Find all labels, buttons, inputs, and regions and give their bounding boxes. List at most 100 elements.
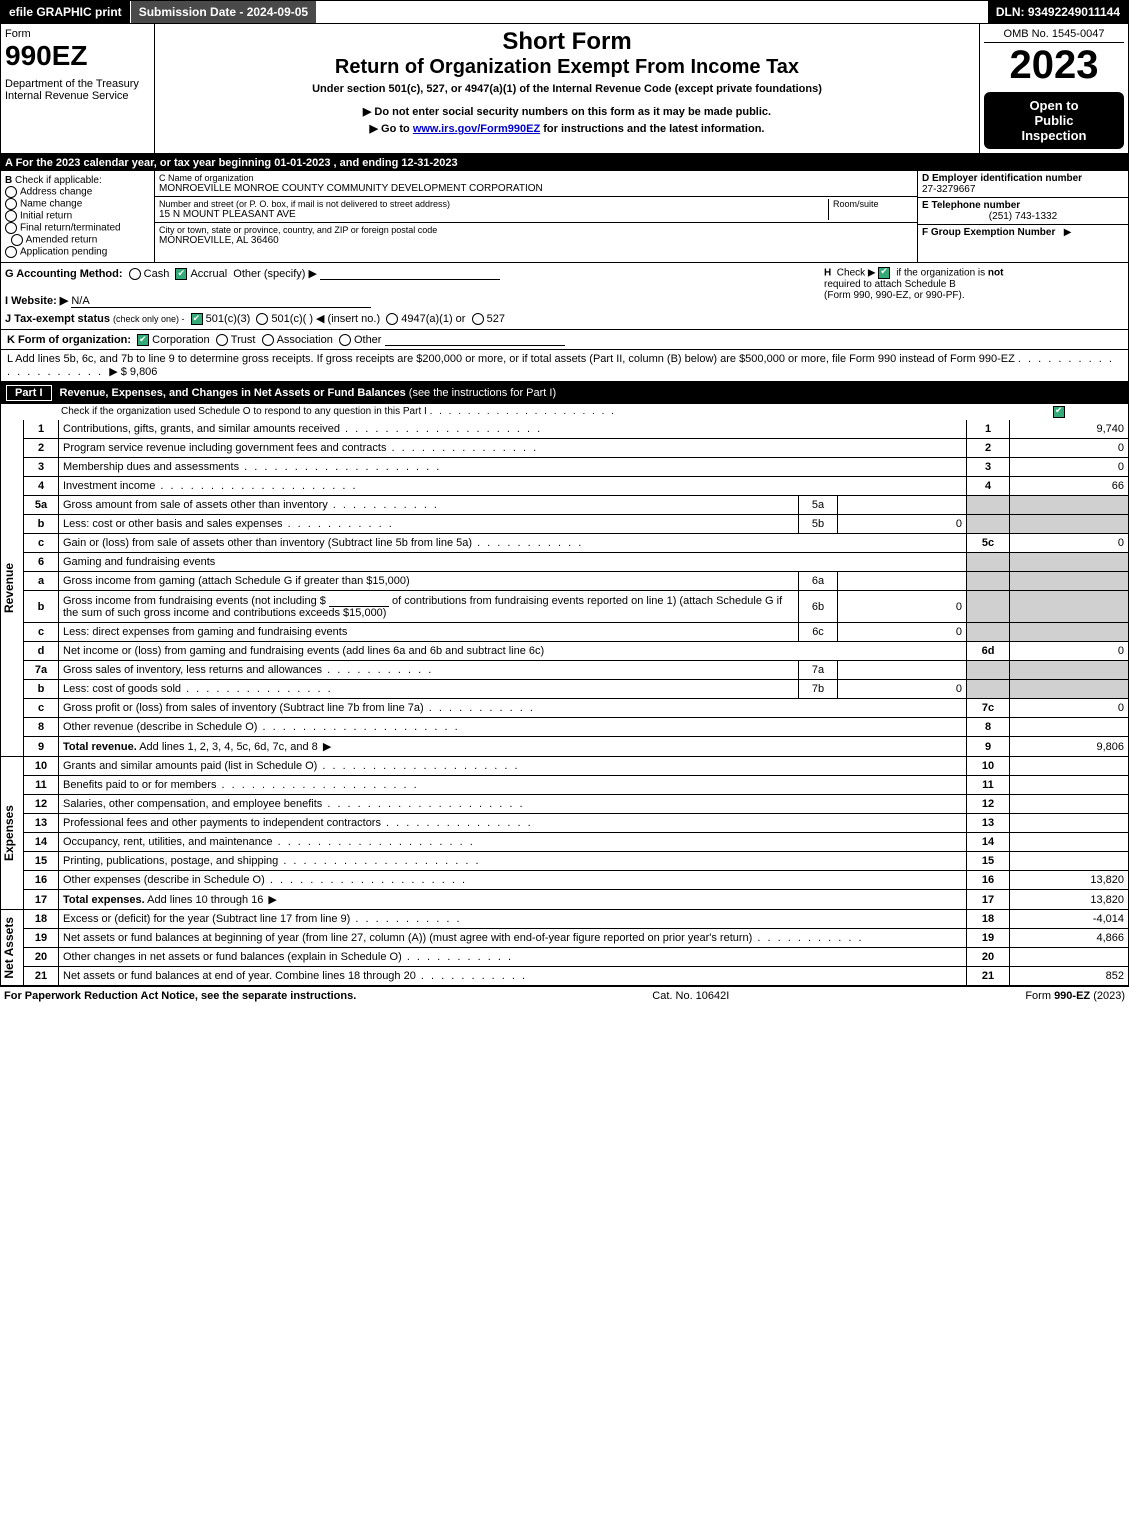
check-name-change[interactable] [5, 198, 17, 210]
rlbl-5b-shade [967, 515, 1010, 534]
opt-initial-return: Initial return [20, 211, 72, 222]
row-6b: b Gross income from fundraising events (… [24, 591, 1129, 623]
rval-17: 13,820 [1010, 890, 1129, 910]
row-2: 2 Program service revenue including gove… [24, 439, 1129, 458]
group-exemption-arrow: ▶ [1064, 227, 1072, 238]
check-other-org[interactable] [339, 334, 351, 346]
expenses-table: 10 Grants and similar amounts paid (list… [24, 757, 1129, 910]
l-text: L Add lines 5b, 6c, and 7b to line 9 to … [7, 353, 1015, 365]
rlbl-6-shade [967, 553, 1010, 572]
g-label: G Accounting Method: [5, 268, 123, 280]
desc-7b: Less: cost of goods sold [63, 683, 333, 695]
part1-header: Part I Revenue, Expenses, and Changes in… [0, 382, 1129, 404]
revenue-table: 1 Contributions, gifts, grants, and simi… [24, 420, 1129, 757]
lno-6c: c [24, 623, 59, 642]
rlbl-11: 11 [967, 776, 1010, 795]
efile-print-button[interactable]: efile GRAPHIC print [1, 1, 131, 23]
open-line1: Open to [990, 98, 1118, 113]
rval-5a-shade [1010, 496, 1129, 515]
opt-other: Other (specify) ▶ [233, 268, 317, 280]
lno-14: 14 [24, 833, 59, 852]
row-3: 3 Membership dues and assessments 3 0 [24, 458, 1129, 477]
row-6c: c Less: direct expenses from gaming and … [24, 623, 1129, 642]
opt-trust: Trust [231, 334, 256, 346]
rval-7c: 0 [1010, 699, 1129, 718]
row-18: 18 Excess or (deficit) for the year (Sub… [24, 910, 1129, 929]
org-name-cell: C Name of organization MONROEVILLE MONRO… [155, 171, 917, 197]
rval-12 [1010, 795, 1129, 814]
check-4947[interactable] [386, 313, 398, 325]
check-address-change[interactable] [5, 186, 17, 198]
check-h[interactable] [878, 267, 890, 279]
group-exemption-cell: F Group Exemption Number ▶ [918, 225, 1128, 240]
h-text2: if the organization is [896, 268, 988, 279]
check-trust[interactable] [216, 334, 228, 346]
rlbl-7b-shade [967, 680, 1010, 699]
h-label: H [824, 268, 831, 279]
midval-7a [838, 661, 967, 680]
other-specify-line[interactable] [320, 267, 500, 280]
row-11: 11 Benefits paid to or for members 11 [24, 776, 1129, 795]
check-final-return[interactable] [5, 222, 17, 234]
check-application-pending[interactable] [5, 246, 17, 258]
lno-3: 3 [24, 458, 59, 477]
row-4: 4 Investment income 4 66 [24, 477, 1129, 496]
rval-21: 852 [1010, 967, 1129, 986]
rval-18: -4,014 [1010, 910, 1129, 929]
footer-right-pre: Form [1025, 990, 1054, 1002]
j-label: J Tax-exempt status [5, 313, 110, 325]
ssn-note: ▶ Do not enter social security numbers o… [159, 105, 975, 118]
header-center: Short Form Return of Organization Exempt… [155, 24, 979, 153]
check-501c3[interactable] [191, 313, 203, 325]
lno-19: 19 [24, 929, 59, 948]
row-9: 9 Total revenue. Add lines 1, 2, 3, 4, 5… [24, 737, 1129, 757]
goto-pre: ▶ Go to [370, 123, 413, 135]
irs-label: Internal Revenue Service [5, 90, 150, 102]
expenses-vlabel-col: Expenses [1, 757, 24, 910]
rlbl-16: 16 [967, 871, 1010, 890]
check-amended-return[interactable] [11, 234, 23, 246]
row-5c: c Gain or (loss) from sale of assets oth… [24, 534, 1129, 553]
irs-link[interactable]: www.irs.gov/Form990EZ [413, 123, 540, 135]
netassets-table: 18 Excess or (deficit) for the year (Sub… [24, 910, 1129, 986]
midval-5a [838, 496, 967, 515]
subtitle: Under section 501(c), 527, or 4947(a)(1)… [159, 83, 975, 95]
desc-5c: Gain or (loss) from sale of assets other… [63, 537, 583, 549]
row-5a: 5a Gross amount from sale of assets othe… [24, 496, 1129, 515]
street-label: Number and street (or P. O. box, if mail… [159, 199, 824, 209]
opt-501c: 501(c)( ) ◀ (insert no.) [271, 313, 380, 325]
street-value: 15 N MOUNT PLEASANT AVE [159, 209, 824, 220]
rlbl-1: 1 [967, 420, 1010, 439]
check-schedule-o[interactable] [1053, 406, 1065, 418]
check-accrual[interactable] [175, 268, 187, 280]
part1-title: Revenue, Expenses, and Changes in Net As… [60, 387, 406, 399]
opt-501c3: 501(c)(3) [206, 313, 251, 325]
footer-left: For Paperwork Reduction Act Notice, see … [4, 990, 356, 1002]
netassets-vlabel-col: Net Assets [1, 910, 24, 986]
check-corporation[interactable] [137, 334, 149, 346]
row-15: 15 Printing, publications, postage, and … [24, 852, 1129, 871]
check-initial-return[interactable] [5, 210, 17, 222]
fundraising-blank[interactable] [329, 594, 389, 607]
rlbl-4: 4 [967, 477, 1010, 496]
check-association[interactable] [262, 334, 274, 346]
h-not: not [988, 268, 1004, 279]
netassets-section: Net Assets 18 Excess or (deficit) for th… [0, 910, 1129, 986]
rval-10 [1010, 757, 1129, 776]
rval-19: 4,866 [1010, 929, 1129, 948]
check-501c[interactable] [256, 313, 268, 325]
rlbl-7c: 7c [967, 699, 1010, 718]
desc-12: Salaries, other compensation, and employ… [63, 798, 525, 810]
other-org-line[interactable] [385, 333, 565, 346]
open-to-public: Open to Public Inspection [984, 92, 1124, 149]
check-cash[interactable] [129, 268, 141, 280]
street-cell: Number and street (or P. O. box, if mail… [155, 197, 917, 223]
opt-cash: Cash [144, 268, 170, 280]
desc-3: Membership dues and assessments [63, 461, 441, 473]
desc-7c: Gross profit or (loss) from sales of inv… [63, 702, 535, 714]
rval-7b-shade [1010, 680, 1129, 699]
box-de: D Employer identification number 27-3279… [918, 171, 1128, 262]
check-527[interactable] [472, 313, 484, 325]
midval-5b: 0 [838, 515, 967, 534]
footer-center: Cat. No. 10642I [652, 990, 729, 1002]
